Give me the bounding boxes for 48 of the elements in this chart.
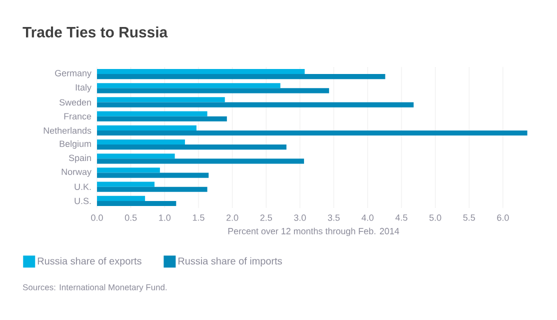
- bar: [97, 74, 386, 80]
- x-tick-label: 0.5: [124, 214, 137, 221]
- bar: [97, 139, 185, 145]
- x-tick-label: 2.0: [226, 214, 238, 221]
- y-tick-label: Belgium: [60, 140, 91, 149]
- y-tick-label: Germany: [55, 70, 92, 78]
- y-tick-label: Sweden: [59, 98, 91, 106]
- bar: [97, 130, 528, 136]
- bar: [97, 196, 146, 201]
- bar: [97, 111, 208, 116]
- x-tick-label: 4.5: [395, 214, 408, 221]
- y-tick-label: Norway: [62, 168, 92, 177]
- bar: [97, 102, 414, 108]
- x-tick-label: 4.0: [362, 214, 374, 221]
- x-tick-label: 0.0: [91, 214, 103, 221]
- x-tick-label: 5.0: [429, 214, 442, 221]
- bar: [97, 144, 286, 150]
- x-tick-label: 1.5: [192, 214, 204, 221]
- y-tick-label: France: [64, 113, 92, 120]
- bar: [97, 186, 208, 192]
- bar: [97, 88, 330, 94]
- y-tick-label: U.K.: [74, 184, 91, 190]
- x-tick-label: 3.0: [294, 214, 306, 221]
- bar: [97, 168, 160, 173]
- x-tick-label: 6.0: [497, 214, 509, 221]
- x-tick-label: 3.5: [328, 214, 340, 221]
- x-tick-label: 1.0: [159, 214, 171, 221]
- bar: [97, 97, 225, 102]
- bar: [97, 172, 209, 178]
- bar: [97, 154, 175, 159]
- legend-label: Russia share of exports: [38, 257, 142, 267]
- bar: [97, 200, 176, 206]
- y-tick-label: Italy: [76, 84, 92, 92]
- source-note: Sources: International Monetary Fund.: [22, 284, 167, 292]
- y-tick-label: U.S.: [74, 198, 91, 204]
- y-tick-label: Netherlands: [44, 127, 92, 134]
- x-tick-label: 5.5: [463, 214, 475, 221]
- legend-label: Russia share of imports: [178, 257, 282, 267]
- bar: [97, 182, 155, 187]
- chart-title: Trade Ties to Russia: [22, 26, 168, 38]
- bar: [97, 125, 196, 130]
- bar: [97, 83, 280, 88]
- y-tick-label: Spain: [68, 154, 91, 163]
- bar: [97, 116, 227, 122]
- bar: [97, 68, 305, 74]
- bar: [97, 158, 304, 164]
- x-axis-title: Percent over 12 months through Feb. 2014: [228, 228, 400, 236]
- x-tick-label: 2.5: [260, 214, 272, 221]
